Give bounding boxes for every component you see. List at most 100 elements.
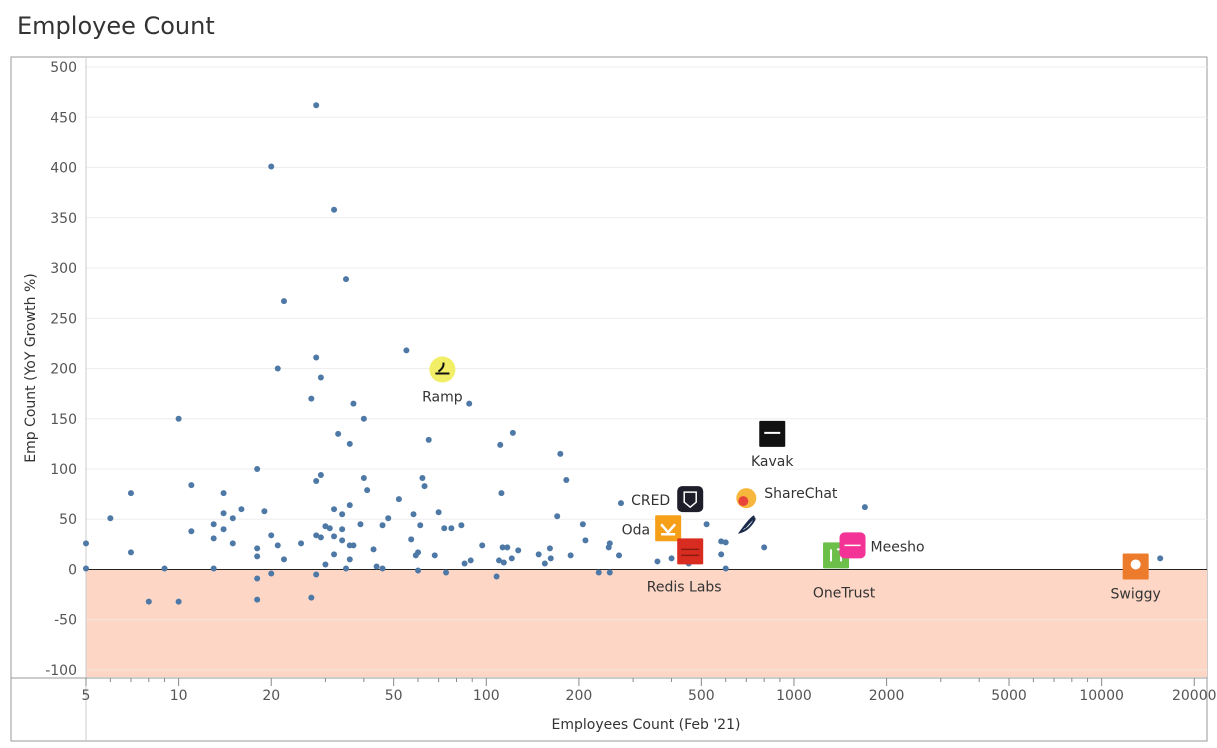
data-point	[554, 513, 561, 520]
cred-logo-icon	[677, 486, 704, 513]
data-points	[83, 102, 1164, 605]
data-point	[370, 546, 377, 553]
x-tick-label: 1000	[776, 688, 812, 704]
data-point	[563, 477, 570, 484]
negative-band	[86, 569, 1207, 677]
y-tick-label: 50	[59, 512, 77, 528]
company-marker: Kavak	[751, 420, 794, 470]
data-point	[541, 560, 548, 567]
company-label: Kavak	[751, 454, 794, 470]
data-point	[107, 515, 114, 522]
cred-glyph	[683, 491, 697, 509]
data-point	[379, 522, 386, 529]
data-point	[274, 365, 281, 372]
data-point	[308, 395, 315, 402]
data-point	[497, 441, 504, 448]
data-point	[313, 354, 320, 361]
x-tick-label: 50	[385, 688, 403, 704]
grid-lines	[86, 66, 1207, 671]
data-point	[350, 400, 357, 407]
data-point	[441, 525, 448, 532]
data-point	[357, 521, 364, 528]
data-point	[547, 555, 554, 562]
data-point	[339, 537, 346, 544]
data-point	[718, 538, 725, 545]
data-point	[175, 598, 182, 605]
data-point	[408, 536, 415, 543]
data-point	[331, 551, 338, 558]
data-point	[280, 298, 287, 305]
data-point	[567, 552, 574, 559]
data-point	[238, 506, 245, 513]
x-tick-label: 20000	[1172, 688, 1217, 704]
data-point	[364, 487, 371, 494]
data-point	[606, 540, 613, 547]
sharechat-swirl-icon	[737, 515, 756, 534]
data-point	[546, 545, 553, 552]
data-point	[268, 532, 275, 539]
data-point	[703, 521, 710, 528]
data-point	[410, 511, 417, 518]
data-point	[493, 573, 500, 580]
data-point	[761, 544, 768, 551]
data-point	[313, 532, 320, 539]
data-point	[335, 430, 342, 437]
data-point	[280, 556, 287, 563]
y-tick-label: 400	[50, 161, 77, 177]
company-label: OneTrust	[813, 585, 876, 601]
y-tick-label: -100	[45, 663, 77, 679]
company-logos: Ramp Kavak CRED ShareChat Oda Redis Labs OneTr…	[422, 356, 1161, 602]
data-point	[83, 540, 89, 547]
data-point	[461, 560, 468, 567]
data-point	[668, 555, 675, 562]
data-point	[346, 440, 353, 447]
data-point	[220, 490, 227, 497]
data-point	[339, 511, 346, 518]
redis-logo-icon	[677, 538, 704, 565]
data-point	[83, 565, 89, 572]
ramp-logo-icon	[429, 356, 456, 383]
data-point	[722, 565, 729, 572]
data-point	[331, 206, 338, 213]
plot-frame	[10, 56, 1208, 742]
data-point	[313, 102, 320, 109]
x-tick-label: 5000	[991, 688, 1027, 704]
data-point	[254, 553, 261, 560]
data-point	[443, 569, 450, 576]
data-point	[313, 571, 320, 578]
data-point	[308, 594, 315, 601]
y-axis-label: Emp Count (YoY Growth %)	[23, 273, 39, 462]
data-point	[346, 556, 353, 563]
data-point	[466, 400, 473, 407]
data-point	[385, 515, 392, 522]
data-point	[127, 549, 134, 556]
data-point	[220, 526, 227, 533]
company-label: CRED	[631, 493, 670, 509]
y-tick-label: 200	[50, 362, 77, 378]
y-tick-label: 100	[50, 462, 77, 478]
data-point	[343, 276, 350, 283]
data-point	[343, 565, 350, 572]
x-tick-label: 2000	[869, 688, 905, 704]
x-tick-label: 10000	[1079, 688, 1124, 704]
y-tick-label: 300	[50, 261, 77, 277]
data-point	[254, 545, 261, 552]
data-point	[313, 478, 320, 485]
x-axis-ticks: 5 10 20 50 100 200 500 1000 2000 5000 10000 20000	[82, 678, 1217, 704]
data-point	[718, 551, 725, 558]
data-point	[616, 552, 623, 559]
data-point	[298, 540, 305, 547]
data-point	[346, 502, 353, 509]
x-axis-label: Employees Count (Feb '21)	[552, 717, 741, 733]
company-marker: Ramp	[422, 356, 463, 406]
data-point	[220, 510, 227, 517]
data-point	[595, 569, 602, 576]
company-label: Ramp	[422, 390, 463, 406]
sharechat-glyph	[738, 496, 749, 507]
data-point	[127, 490, 134, 497]
data-point	[373, 563, 380, 570]
data-point	[431, 552, 438, 559]
data-point	[175, 415, 182, 422]
x-tick-label: 20	[262, 688, 280, 704]
